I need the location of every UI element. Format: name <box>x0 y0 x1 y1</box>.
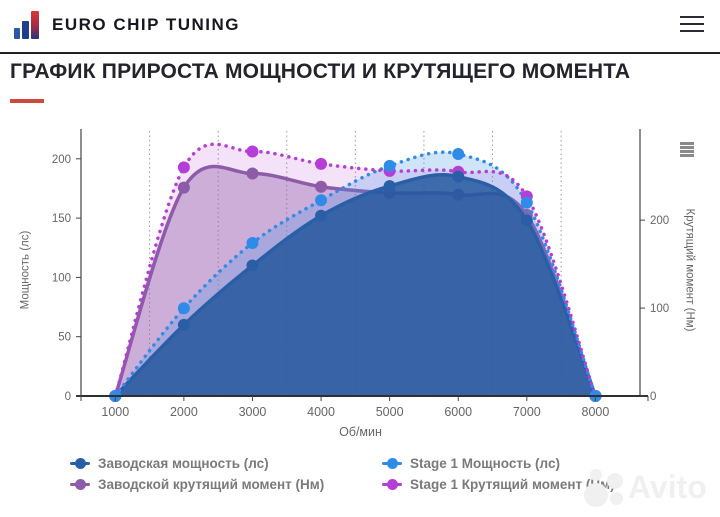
data-point[interactable] <box>315 209 328 222</box>
watermark-text: Avito <box>628 469 707 505</box>
axis-tick-label: 4000 <box>307 405 335 419</box>
legend-item-1[interactable]: Stage 1 Мощность (лс) <box>382 456 660 471</box>
axis-tick-label: 150 <box>52 213 71 225</box>
axis-tick-label: 200 <box>650 215 669 227</box>
series-area-0 <box>115 174 596 396</box>
axis-tick-label: 8000 <box>582 405 610 419</box>
legend-marker-icon <box>382 478 402 491</box>
axis-tick-label: 2000 <box>170 405 198 419</box>
power-torque-chart: 1000 2000 3000 4000 5000 6000 7000 8000 0 50 100 15… <box>0 118 720 453</box>
axis-tick-label: 100 <box>650 303 669 315</box>
data-point[interactable] <box>177 302 190 315</box>
data-point[interactable] <box>315 180 328 193</box>
legend-marker-icon <box>70 457 90 470</box>
data-point[interactable] <box>520 196 533 209</box>
axis-tick-label: 3000 <box>239 405 267 419</box>
equalizer-bars-icon <box>14 11 44 41</box>
legend-label: Заводской крутящий момент (Нм) <box>98 477 325 492</box>
legend-label: Stage 1 Мощность (лс) <box>410 456 560 471</box>
axis-tick-label: 0 <box>650 391 656 403</box>
legend-item-3[interactable]: Stage 1 Крутящий момент (Нм) <box>382 477 660 492</box>
data-point[interactable] <box>177 181 190 194</box>
legend-label: Stage 1 Крутящий момент (Нм) <box>410 477 615 492</box>
x-axis-title: Об/мин <box>339 425 382 439</box>
data-point[interactable] <box>383 159 396 172</box>
watermark-circle <box>607 473 623 489</box>
data-point[interactable] <box>246 145 259 158</box>
data-point[interactable] <box>452 148 465 161</box>
data-point[interactable] <box>383 180 396 193</box>
chart-context-menu-icon[interactable] <box>680 142 694 157</box>
series-line-1[interactable] <box>113 150 598 396</box>
site-header: EURO CHIP TUNING <box>0 0 720 54</box>
axis-tick-label: 0 <box>65 391 71 403</box>
data-point[interactable] <box>246 237 259 249</box>
left-axis-title: Мощность (лс) <box>19 230 32 310</box>
title-accent-bar <box>10 99 44 103</box>
legend-item-0[interactable]: Заводская мощность (лс) <box>70 456 382 471</box>
axis-tick-label: 50 <box>58 332 71 344</box>
chart-canvas: 1000 2000 3000 4000 5000 6000 7000 800005010015… <box>52 129 669 419</box>
brand-name: EURO CHIP TUNING <box>52 15 241 34</box>
axis-tick-label: 100 <box>52 272 71 284</box>
data-point[interactable] <box>315 194 328 207</box>
hamburger-icon[interactable] <box>680 16 704 33</box>
chart-legend: Заводская мощность (лс) Заводской крутящи… <box>70 456 660 492</box>
data-point[interactable] <box>177 161 190 174</box>
watermark-circle <box>610 492 623 505</box>
data-point[interactable] <box>315 157 328 170</box>
right-axis-title: Крутящий момент (Нм) <box>683 208 696 332</box>
data-point[interactable] <box>452 170 465 183</box>
watermark-circle <box>590 469 602 481</box>
axis-tick-label: 6000 <box>444 405 472 419</box>
axis-tick-label: 200 <box>52 154 71 166</box>
avito-watermark: Avito <box>582 465 712 511</box>
watermark-circle <box>584 483 608 507</box>
data-point[interactable] <box>177 318 190 331</box>
series-line-0[interactable] <box>114 172 598 396</box>
data-point[interactable] <box>520 214 533 227</box>
legend-item-2[interactable]: Заводской крутящий момент (Нм) <box>70 477 382 492</box>
page-title: ГРАФИК ПРИРОСТА МОЩНОСТИ И КРУТЯЩЕГО МОМ… <box>10 60 631 83</box>
legend-label: Заводская мощность (лс) <box>98 456 269 471</box>
legend-marker-icon <box>70 478 90 491</box>
axis-tick-label: 1000 <box>101 405 129 419</box>
legend-marker-icon <box>382 457 402 470</box>
axis-tick-label: 7000 <box>513 405 541 419</box>
axis-tick-label: 5000 <box>376 405 404 419</box>
data-point[interactable] <box>246 259 259 272</box>
data-point[interactable] <box>246 167 259 180</box>
